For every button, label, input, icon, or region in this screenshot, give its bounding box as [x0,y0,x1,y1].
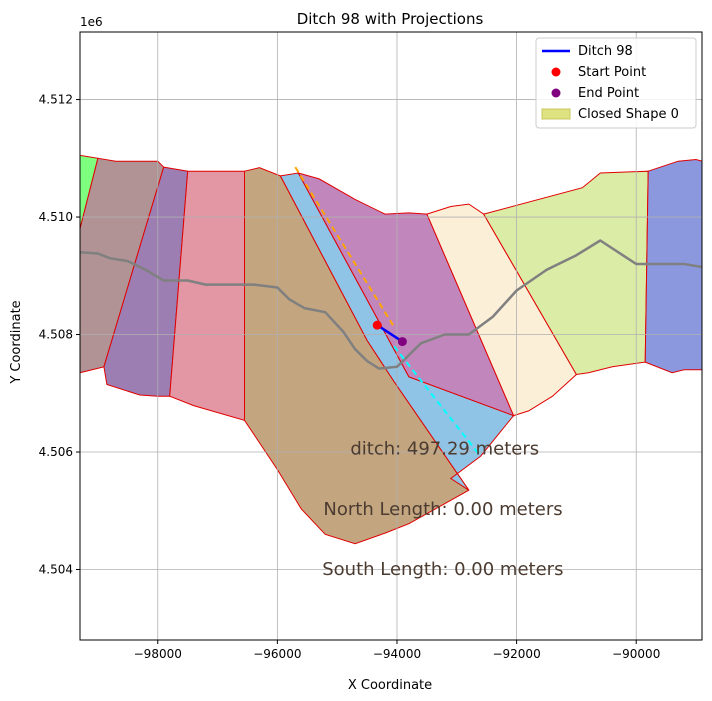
legend-box [535,37,697,129]
legend-swatch-1 [551,67,561,77]
x-tick-label-4: −90000 [612,647,660,661]
legend-swatch-2 [551,88,561,98]
y-tick-label-2: 4.508 [39,328,73,342]
closed-shape-1 [80,157,165,374]
x-tick-label-1: −96000 [253,647,301,661]
centerline [80,239,702,370]
chart-title: Ditch 98 with Projections [297,10,484,28]
ditch-line [376,324,404,343]
y-tick-label-4: 4.512 [39,93,73,107]
x-tick-label-0: −98000 [134,647,182,661]
start-point-marker [372,320,382,330]
x-axis-label: X Coordinate [348,678,432,693]
closed-shape-6 [297,172,515,417]
y-tick-label-1: 4.506 [39,445,73,459]
legend-label-0: Ditch 98 [578,44,633,59]
plot-area: ditch: 497.29 meters North Length: 0.00 m… [39,31,703,661]
legend-label-3: Closed Shape 0 [578,107,679,122]
projection-south-line [393,345,481,456]
y-tick-label-0: 4.504 [39,563,73,577]
end-point-marker [397,337,407,347]
annotation-1: North Length: 0.00 meters [323,499,562,520]
x-tick-label-3: −92000 [492,647,540,661]
closed-shape-3 [169,170,245,421]
legend: Ditch 98 Start Point End Point Closed Shape… [535,37,697,129]
annotation-0: ditch: 497.29 meters [350,438,539,459]
legend-label-2: End Point [578,86,639,101]
closed-shape-9 [644,158,702,374]
annotation-2: South Length: 0.00 meters [322,559,563,580]
legend-swatch-3 [541,108,571,120]
projection-north-line [294,166,397,330]
plot-content: ditch: 497.29 meters North Length: 0.00 m… [80,32,702,640]
y-tick-label-3: 4.510 [39,210,73,224]
axes-frame [79,31,703,641]
y-offset-label: 1e6 [80,15,103,29]
y-axis-label: Y Coordinate [9,300,24,384]
legend-label-1: Start Point [578,65,646,80]
x-tick-label-2: −94000 [373,647,421,661]
